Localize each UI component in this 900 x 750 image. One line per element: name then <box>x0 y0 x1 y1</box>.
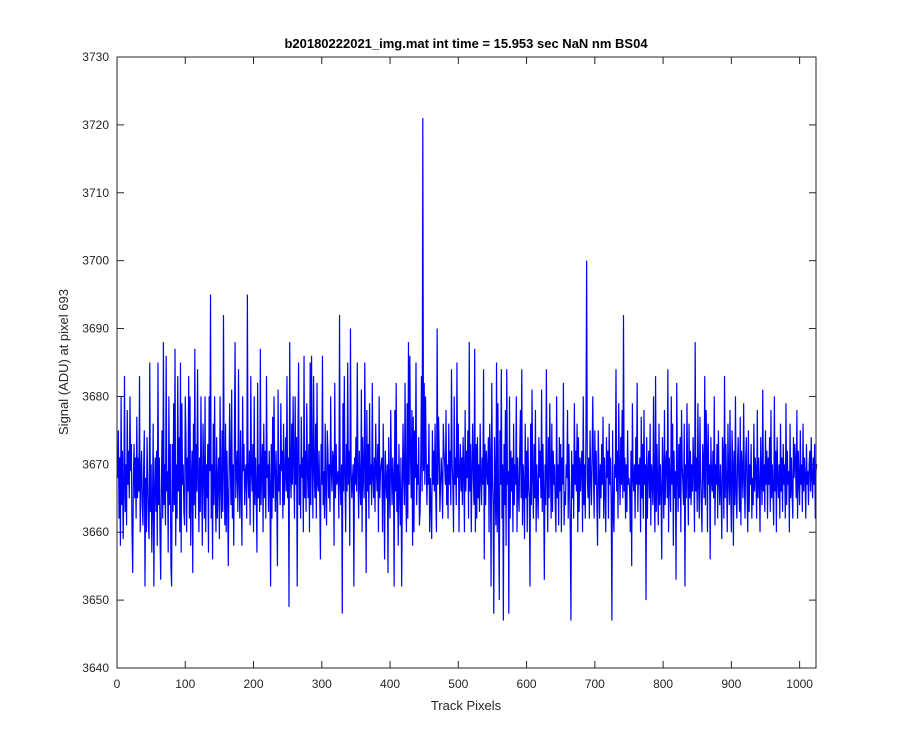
y-tick-label: 3650 <box>82 593 109 607</box>
y-tick-label: 3700 <box>82 254 109 268</box>
y-tick-label: 3730 <box>82 50 109 64</box>
x-tick-label: 500 <box>448 677 468 691</box>
y-tick-label: 3670 <box>82 457 109 471</box>
x-tick-label: 200 <box>244 677 264 691</box>
plot-box <box>116 56 817 669</box>
plot-area <box>117 57 816 668</box>
y-tick-label: 3660 <box>82 525 109 539</box>
x-axis-label: Track Pixels <box>431 698 502 713</box>
x-tick-label: 800 <box>653 677 673 691</box>
y-tick-label: 3720 <box>82 118 109 132</box>
x-tick-label: 1000 <box>786 677 813 691</box>
y-tick-label: 3640 <box>82 661 109 675</box>
x-tick-label: 600 <box>517 677 537 691</box>
ticks-layer: 0 100 200 300 400 500 600 700 800 900 1000 3640 3650… <box>82 50 816 691</box>
x-tick-label: 100 <box>175 677 195 691</box>
x-tick-label: 300 <box>312 677 332 691</box>
chart-title: b20180222021_img.mat int time = 15.953 s… <box>284 36 648 51</box>
y-axis-label: Signal (ADU) at pixel 693 <box>56 289 71 435</box>
x-tick-label: 400 <box>380 677 400 691</box>
x-tick-label: 700 <box>585 677 605 691</box>
series-line <box>117 118 818 621</box>
x-tick-label: 900 <box>721 677 741 691</box>
y-tick-label: 3690 <box>82 322 109 336</box>
y-tick-label: 3710 <box>82 186 109 200</box>
y-tick-label: 3680 <box>82 389 109 403</box>
x-tick-label: 0 <box>114 677 121 691</box>
